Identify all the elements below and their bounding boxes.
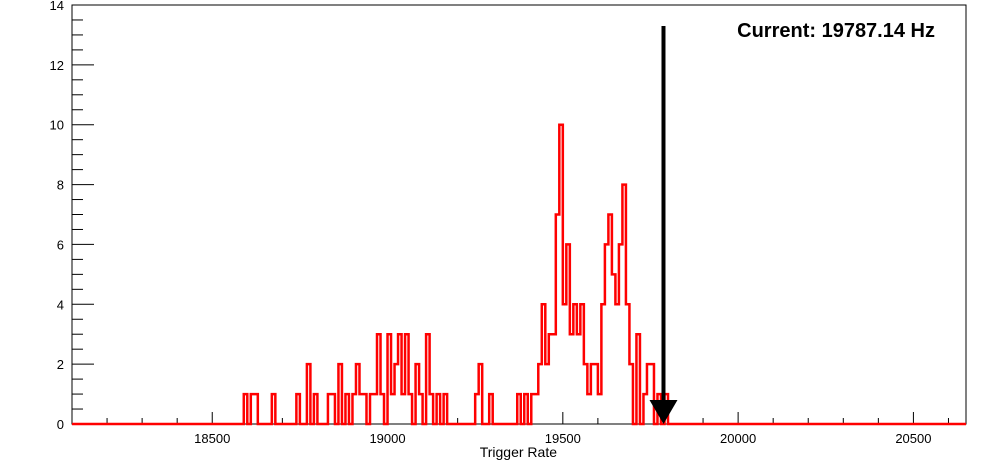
x-tick-label: 20000 (720, 431, 756, 446)
x-tick-label: 18500 (194, 431, 230, 446)
x-axis-ticks: 18500 19000 19500 20000 20500 (71, 412, 949, 446)
y-tick-label: 12 (50, 58, 64, 73)
y-tick-label: 4 (57, 297, 64, 312)
x-tick-label: 19500 (545, 431, 581, 446)
y-axis-ticks: 0 2 4 6 8 10 12 14 (50, 0, 94, 432)
y-tick-label: 6 (57, 237, 64, 252)
current-rate-annotation: Current: 19787.14 Hz (737, 20, 935, 42)
current-marker-arrowhead (649, 400, 678, 424)
plot-frame (71, 4, 967, 425)
y-tick-label: 0 (57, 417, 64, 432)
y-tick-label: 2 (57, 357, 64, 372)
x-axis-title: Trigger Rate (480, 444, 558, 460)
x-tick-label: 20500 (895, 431, 931, 446)
y-tick-label: 14 (50, 0, 64, 13)
histogram-series (72, 123, 966, 426)
y-tick-label: 8 (57, 178, 64, 193)
x-tick-label: 19000 (369, 431, 405, 446)
y-tick-label: 10 (50, 118, 64, 133)
